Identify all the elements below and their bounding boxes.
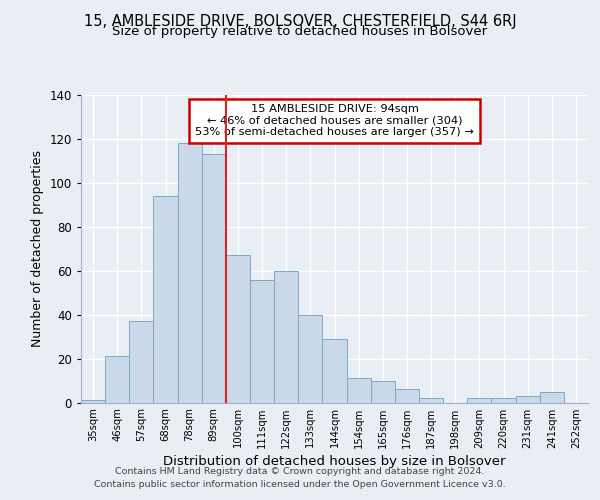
Text: 15, AMBLESIDE DRIVE, BOLSOVER, CHESTERFIELD, S44 6RJ: 15, AMBLESIDE DRIVE, BOLSOVER, CHESTERFI…: [83, 14, 517, 29]
Bar: [250, 280, 274, 402]
Bar: [419, 398, 443, 402]
Bar: [467, 398, 491, 402]
Bar: [129, 321, 154, 402]
Bar: [371, 380, 395, 402]
Text: Contains public sector information licensed under the Open Government Licence v3: Contains public sector information licen…: [94, 480, 506, 489]
Bar: [105, 356, 129, 403]
Y-axis label: Number of detached properties: Number of detached properties: [31, 150, 44, 347]
Bar: [515, 396, 540, 402]
Bar: [178, 144, 202, 402]
Bar: [154, 196, 178, 402]
Text: Contains HM Land Registry data © Crown copyright and database right 2024.: Contains HM Land Registry data © Crown c…: [115, 467, 485, 476]
Bar: [322, 339, 347, 402]
Bar: [298, 314, 322, 402]
Bar: [274, 270, 298, 402]
Bar: [202, 154, 226, 402]
X-axis label: Distribution of detached houses by size in Bolsover: Distribution of detached houses by size …: [163, 454, 506, 468]
Bar: [226, 256, 250, 402]
Bar: [491, 398, 515, 402]
Bar: [81, 400, 105, 402]
Bar: [395, 390, 419, 402]
Text: 15 AMBLESIDE DRIVE: 94sqm
← 46% of detached houses are smaller (304)
53% of semi: 15 AMBLESIDE DRIVE: 94sqm ← 46% of detac…: [195, 104, 474, 138]
Bar: [540, 392, 564, 402]
Text: Size of property relative to detached houses in Bolsover: Size of property relative to detached ho…: [112, 25, 488, 38]
Bar: [347, 378, 371, 402]
